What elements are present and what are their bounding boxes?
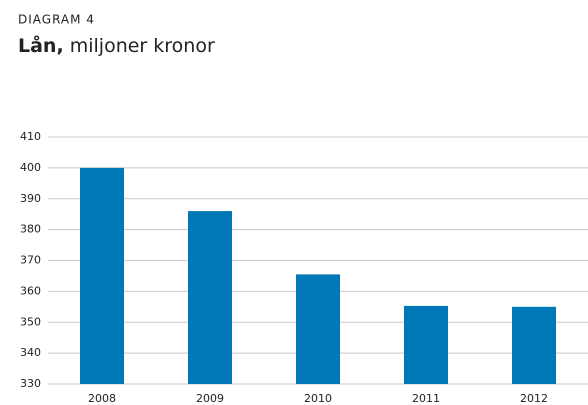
chart-label: DIAGRAM 4: [18, 13, 95, 27]
x-tick-label: 2008: [88, 392, 116, 405]
bar: [80, 167, 124, 384]
y-tick-label: 410: [20, 130, 41, 143]
x-tick-label: 2012: [520, 392, 548, 405]
x-tick-label: 2011: [412, 392, 440, 405]
y-tick-label: 340: [20, 346, 41, 359]
bar: [188, 211, 232, 384]
bar: [296, 274, 340, 384]
y-tick-label: 360: [20, 284, 41, 297]
y-tick-label: 370: [20, 254, 41, 267]
y-tick-label: 380: [20, 223, 41, 236]
chart-title: Lån, miljoner kronor: [18, 33, 215, 57]
x-tick-label: 2010: [304, 392, 332, 405]
y-tick-label: 390: [20, 192, 41, 205]
y-tick-label: 350: [20, 315, 41, 328]
bar: [512, 306, 556, 384]
y-tick-label: 330: [20, 377, 41, 390]
bar: [404, 305, 448, 384]
title-unit: miljoner kronor: [70, 35, 215, 57]
y-tick-label: 400: [20, 161, 41, 174]
x-tick-label: 2009: [196, 392, 224, 405]
title-bold: Lån,: [18, 33, 64, 57]
